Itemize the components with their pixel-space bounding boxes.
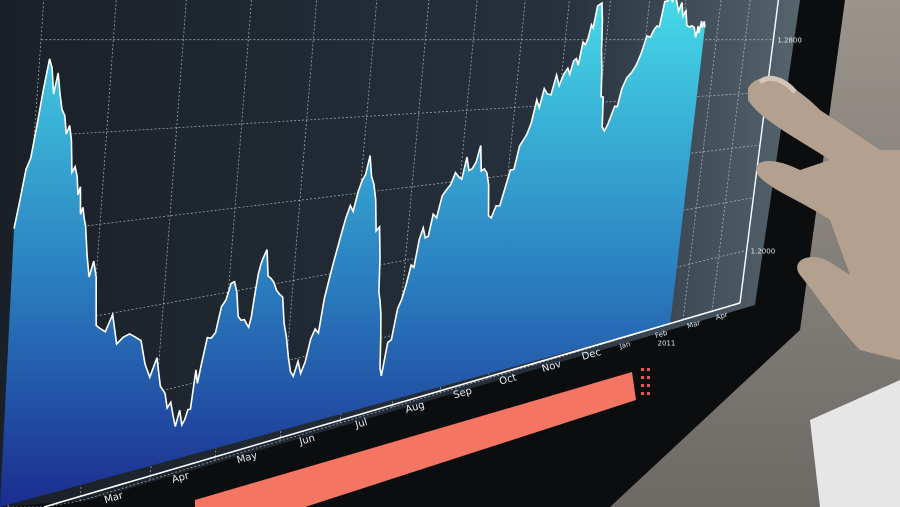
x-tick-label: Apr [171,470,192,486]
indicator-dot [641,376,644,379]
fingernail [758,75,797,94]
x-tick-label: Jan [618,340,632,351]
x-tick-label: Mar [103,490,125,506]
indicator-dot [647,384,650,387]
grid-line-horizontal [8,302,741,507]
x-tick-label: Oct [498,372,518,387]
x-tick-label: Nov [541,359,563,375]
x-tick-label: Aug [404,400,426,416]
x-tick-label: May [236,450,259,466]
x-axis-line [43,302,741,507]
indicator-dots [641,368,650,395]
indicator-dot [647,368,650,371]
price-line [13,0,706,428]
x-tick-label: Apr [715,311,729,322]
orange-panel [195,372,636,507]
grid-line-vertical [711,0,751,312]
y-axis-line [739,0,780,304]
indicator-dot [647,376,650,379]
grid-line-vertical [279,0,318,442]
y-axis: 1.2800 1.2000 [739,0,802,304]
hand [748,75,900,360]
y-tick-label: 1.2000 [751,247,776,255]
indicator-dot [641,392,644,395]
year-label: 2011 [658,339,676,347]
y-tick-label: 1.2800 [777,37,802,45]
x-tick-label: Sep [452,386,473,402]
x-tick-label: Jun [297,433,316,448]
price-area [0,0,705,507]
indicator-dot [641,368,644,371]
x-tick-label: Dec [581,347,603,363]
grid-line-vertical [79,0,117,502]
desk-object [810,380,900,507]
grid-line-horizontal [34,91,767,137]
indicator-dot [647,392,650,395]
indicator-dot [641,384,644,387]
x-tick-label: Jul [353,417,369,431]
x-axis: Mar Apr May Jun Jul Aug Sep Oct Nov Dec Jan Feb Mar A… [43,302,741,507]
x-tick-label: Mar [686,319,701,330]
x-tick-label: Feb [654,329,669,340]
pointing-hand [748,78,900,360]
